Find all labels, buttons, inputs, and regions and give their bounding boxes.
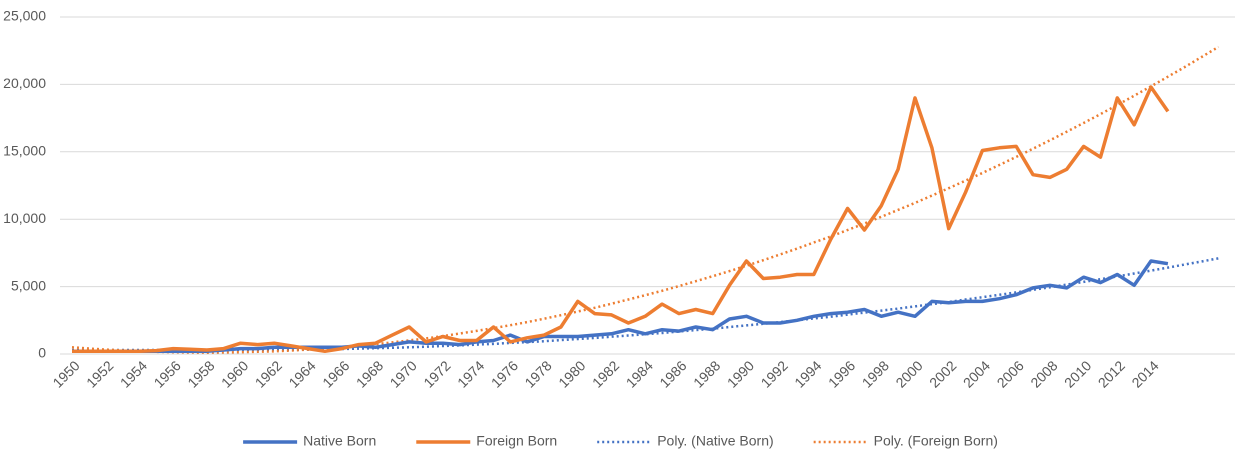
x-tick-label: 1994 xyxy=(791,357,824,390)
x-tick-label: 1992 xyxy=(758,357,791,390)
series-line xyxy=(72,259,1169,354)
x-tick-label: 1954 xyxy=(117,357,150,390)
x-tick-label: 1950 xyxy=(49,357,82,390)
x-tick-label: 1970 xyxy=(387,357,420,390)
x-tick-label: 1968 xyxy=(353,357,386,390)
x-tick-label: 2012 xyxy=(1095,357,1128,390)
x-tick-label: 1966 xyxy=(319,357,352,390)
x-tick-label: 2004 xyxy=(960,357,993,390)
legend-label: Foreign Born xyxy=(476,433,557,449)
x-tick-label: 1958 xyxy=(184,357,217,390)
x-tick-label: 2002 xyxy=(926,357,959,390)
x-tick-label: 1972 xyxy=(420,357,453,390)
x-tick-label: 1952 xyxy=(83,357,116,390)
y-tick-label: 15,000 xyxy=(3,143,46,159)
series-line xyxy=(72,85,1170,354)
y-tick-label: 5,000 xyxy=(11,277,46,293)
x-tick-label: 1976 xyxy=(488,357,521,390)
x-tick-label: 1964 xyxy=(285,357,318,390)
x-tick-label: 1980 xyxy=(555,357,588,390)
y-tick-label: 20,000 xyxy=(3,75,46,91)
x-tick-label: 1986 xyxy=(656,357,689,390)
x-tick-label: 1978 xyxy=(521,357,554,390)
x-tick-label: 1998 xyxy=(859,357,892,390)
x-tick-label: 1984 xyxy=(623,357,656,390)
x-tick-label: 1990 xyxy=(724,357,757,390)
x-tick-label: 1962 xyxy=(252,357,285,390)
x-tick-label: 1988 xyxy=(690,357,723,390)
y-tick-label: 25,000 xyxy=(3,8,46,24)
trend-line xyxy=(72,257,1219,352)
x-tick-label: 2000 xyxy=(892,357,925,390)
x-tick-label: 2010 xyxy=(1061,357,1094,390)
x-tick-label: 1960 xyxy=(218,357,251,390)
y-tick-label: 0 xyxy=(38,345,46,361)
y-tick-label: 10,000 xyxy=(3,210,46,226)
x-tick-label: 2008 xyxy=(1027,357,1060,390)
x-tick-label: 2006 xyxy=(994,357,1027,390)
legend-label: Poly. (Native Born) xyxy=(657,433,773,449)
x-tick-label: 1982 xyxy=(589,357,622,390)
legend-label: Poly. (Foreign Born) xyxy=(874,433,998,449)
trend-line xyxy=(71,45,1220,354)
x-tick-label: 1974 xyxy=(454,357,487,390)
legend-label: Native Born xyxy=(303,433,376,449)
x-tick-label: 2014 xyxy=(1128,357,1161,390)
x-tick-label: 1996 xyxy=(825,357,858,390)
x-tick-label: 1956 xyxy=(151,357,184,390)
